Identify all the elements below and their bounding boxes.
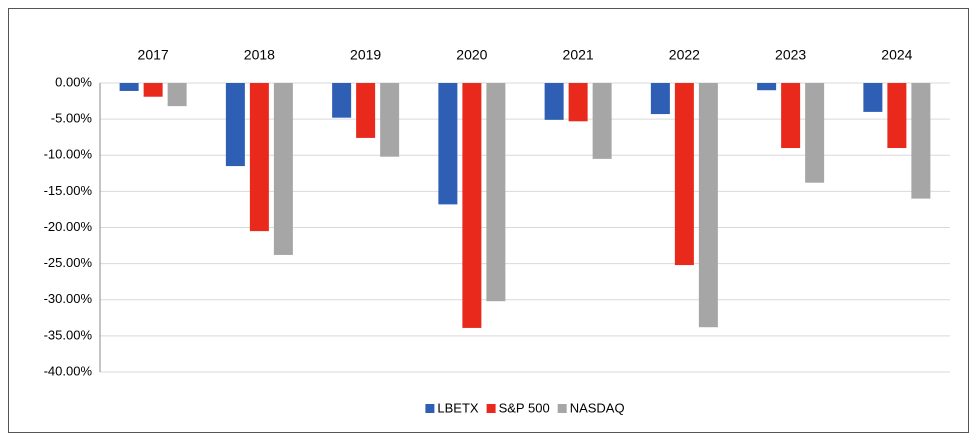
y-tick-label: -40.00% xyxy=(44,363,93,378)
bar xyxy=(462,83,482,328)
x-tick-label: 2024 xyxy=(881,47,912,63)
bar xyxy=(249,83,269,232)
bar xyxy=(438,83,458,205)
legend-label: LBETX xyxy=(437,400,479,415)
bar xyxy=(887,83,907,149)
bar xyxy=(332,83,352,118)
bar xyxy=(167,83,187,107)
x-tick-label: 2020 xyxy=(456,47,487,63)
y-tick-label: -30.00% xyxy=(44,291,93,306)
bar xyxy=(119,83,139,91)
legend-label: NASDAQ xyxy=(570,400,625,415)
y-tick-label: -20.00% xyxy=(44,219,93,234)
legend-label: S&P 500 xyxy=(499,400,550,415)
x-tick-label: 2017 xyxy=(138,47,169,63)
y-tick-label: -5.00% xyxy=(51,111,93,126)
bar xyxy=(544,83,564,120)
bar xyxy=(674,83,694,266)
bar xyxy=(225,83,245,167)
bar xyxy=(805,83,825,183)
bar xyxy=(568,83,588,122)
y-tick-label: -10.00% xyxy=(44,147,93,162)
x-tick-label: 2018 xyxy=(244,47,275,63)
bar xyxy=(863,83,883,112)
bar xyxy=(380,83,400,157)
x-tick-label: 2022 xyxy=(669,47,700,63)
x-tick-label: 2021 xyxy=(563,47,594,63)
x-tick-label: 2019 xyxy=(350,47,381,63)
legend-swatch xyxy=(486,404,496,413)
bar xyxy=(650,83,670,115)
bar xyxy=(356,83,376,138)
x-tick-label: 2023 xyxy=(775,47,806,63)
legend-swatch xyxy=(557,404,567,413)
y-tick-label: -35.00% xyxy=(44,327,93,342)
bar xyxy=(273,83,293,255)
bar xyxy=(486,83,506,302)
bar xyxy=(757,83,777,91)
legend-swatch xyxy=(425,404,435,413)
bar xyxy=(781,83,801,149)
bar xyxy=(592,83,612,159)
y-tick-label: -15.00% xyxy=(44,183,93,198)
y-tick-label: -25.00% xyxy=(44,255,93,270)
bar xyxy=(143,83,163,97)
bar xyxy=(698,83,718,328)
bar xyxy=(911,83,931,199)
y-tick-label: 0.00% xyxy=(55,74,92,89)
